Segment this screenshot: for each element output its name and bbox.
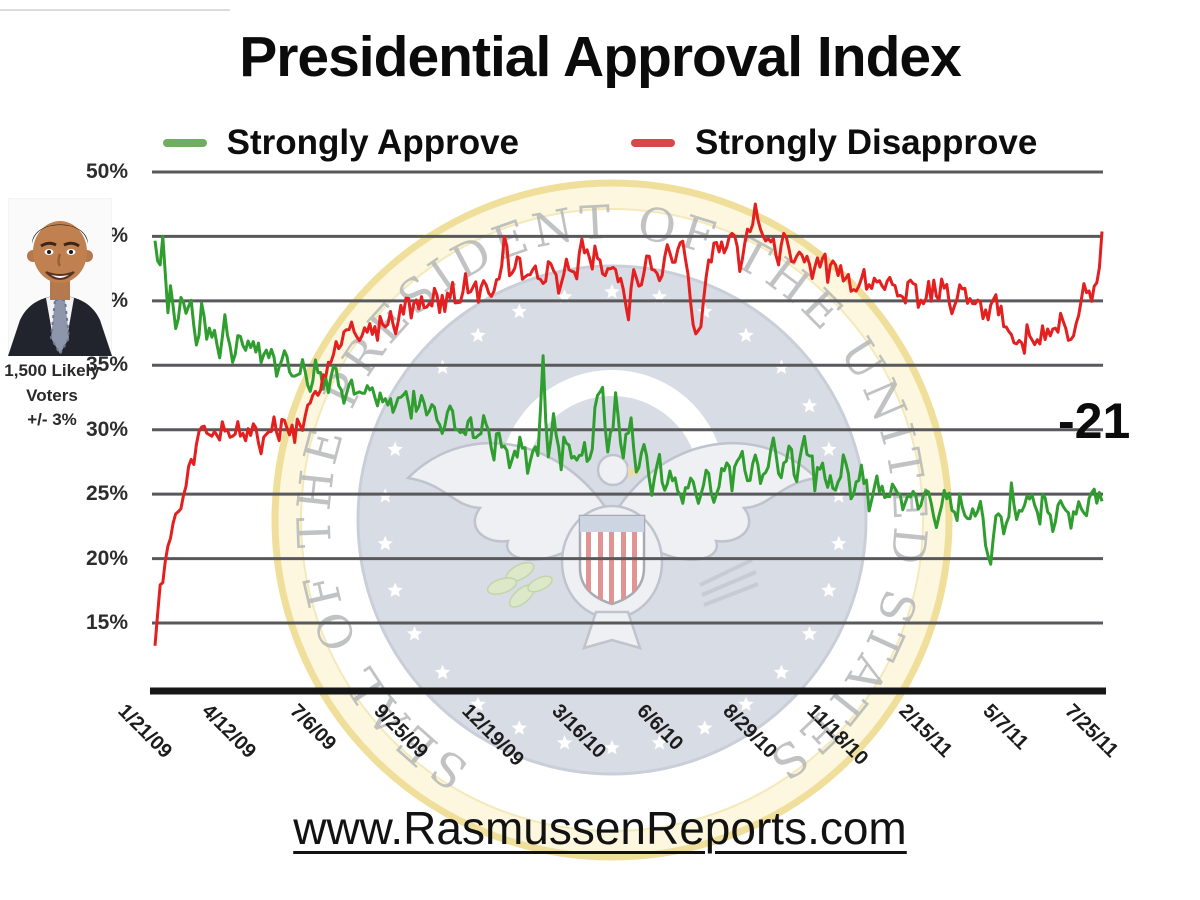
chart-legend: Strongly Approve Strongly Disapprove <box>0 123 1200 163</box>
sample-size-line1: 1,500 Likely <box>4 361 100 380</box>
seal-star-icon <box>801 398 818 413</box>
net-index-annotation: -21 <box>1058 393 1131 449</box>
y-axis-label: 30% <box>85 417 128 441</box>
seal-star-icon <box>831 535 847 551</box>
y-axis-label: 20% <box>85 546 128 570</box>
y-axis-label: 50% <box>85 160 128 183</box>
seal-star-icon <box>377 535 393 551</box>
seal-star-icon <box>387 441 403 456</box>
seal-star-icon <box>738 696 754 711</box>
legend-item-strongly-disapprove: Strongly Disapprove <box>631 123 1037 163</box>
y-axis-label: 15% <box>85 611 128 634</box>
seal-star-icon <box>604 284 620 299</box>
seal-star-icon <box>470 327 486 342</box>
seal-olive-branch <box>486 561 553 608</box>
seal-star-icon <box>470 696 486 711</box>
y-axis-label: 35% <box>85 353 128 377</box>
seal-star-icon <box>511 303 527 319</box>
sample-size-line2: Voters <box>26 385 78 405</box>
strongly-approve-line <box>153 234 1104 566</box>
seal-star-icon <box>406 626 423 641</box>
legend-label-disapprove: Strongly Disapprove <box>695 123 1038 162</box>
seal-star-icon <box>387 582 403 597</box>
seal-shield <box>578 514 646 606</box>
sample-size-note: 1,500 Likely Voters +/- 3% <box>0 359 114 433</box>
obama-photo <box>8 198 112 356</box>
seal-star-icon <box>738 327 754 342</box>
legend-item-strongly-approve: Strongly Approve <box>162 123 520 163</box>
presidential-seal-watermark: SEAL OF THE PRESIDENT OF THE UNITED STAT… <box>167 75 1056 900</box>
seal-star-icon <box>651 735 667 750</box>
seal-star-icon <box>511 720 527 735</box>
legend-label-approve: Strongly Approve <box>226 123 520 162</box>
seal-star-icon <box>604 740 620 755</box>
disapprove-line-swatch-icon <box>631 139 676 147</box>
page-title: Presidential Approval Index <box>239 25 962 89</box>
y-axis-label: 25% <box>85 482 128 506</box>
approve-line-swatch-icon <box>162 139 207 147</box>
seal-glory-arc <box>503 370 721 459</box>
seal-star-icon <box>801 626 818 641</box>
strongly-disapprove-line <box>153 202 1104 646</box>
seal-star-icon <box>557 735 573 750</box>
sample-size-line3: +/- 3% <box>27 410 77 430</box>
seal-arrows <box>699 558 759 607</box>
seal-star-icon <box>435 664 451 679</box>
seal-star-icon <box>821 441 837 456</box>
top-border-line <box>0 9 230 11</box>
footer: www.RasmussenReports.com <box>0 801 1200 855</box>
seal-star-icon <box>821 582 837 597</box>
rasmussen-reports-link[interactable]: www.RasmussenReports.com <box>293 802 907 854</box>
seal-star-icon <box>773 664 789 679</box>
y-axis-labels: 50%45%40%35%30%25%20%15% <box>0 0 128 900</box>
seal-star-icon <box>697 720 713 735</box>
